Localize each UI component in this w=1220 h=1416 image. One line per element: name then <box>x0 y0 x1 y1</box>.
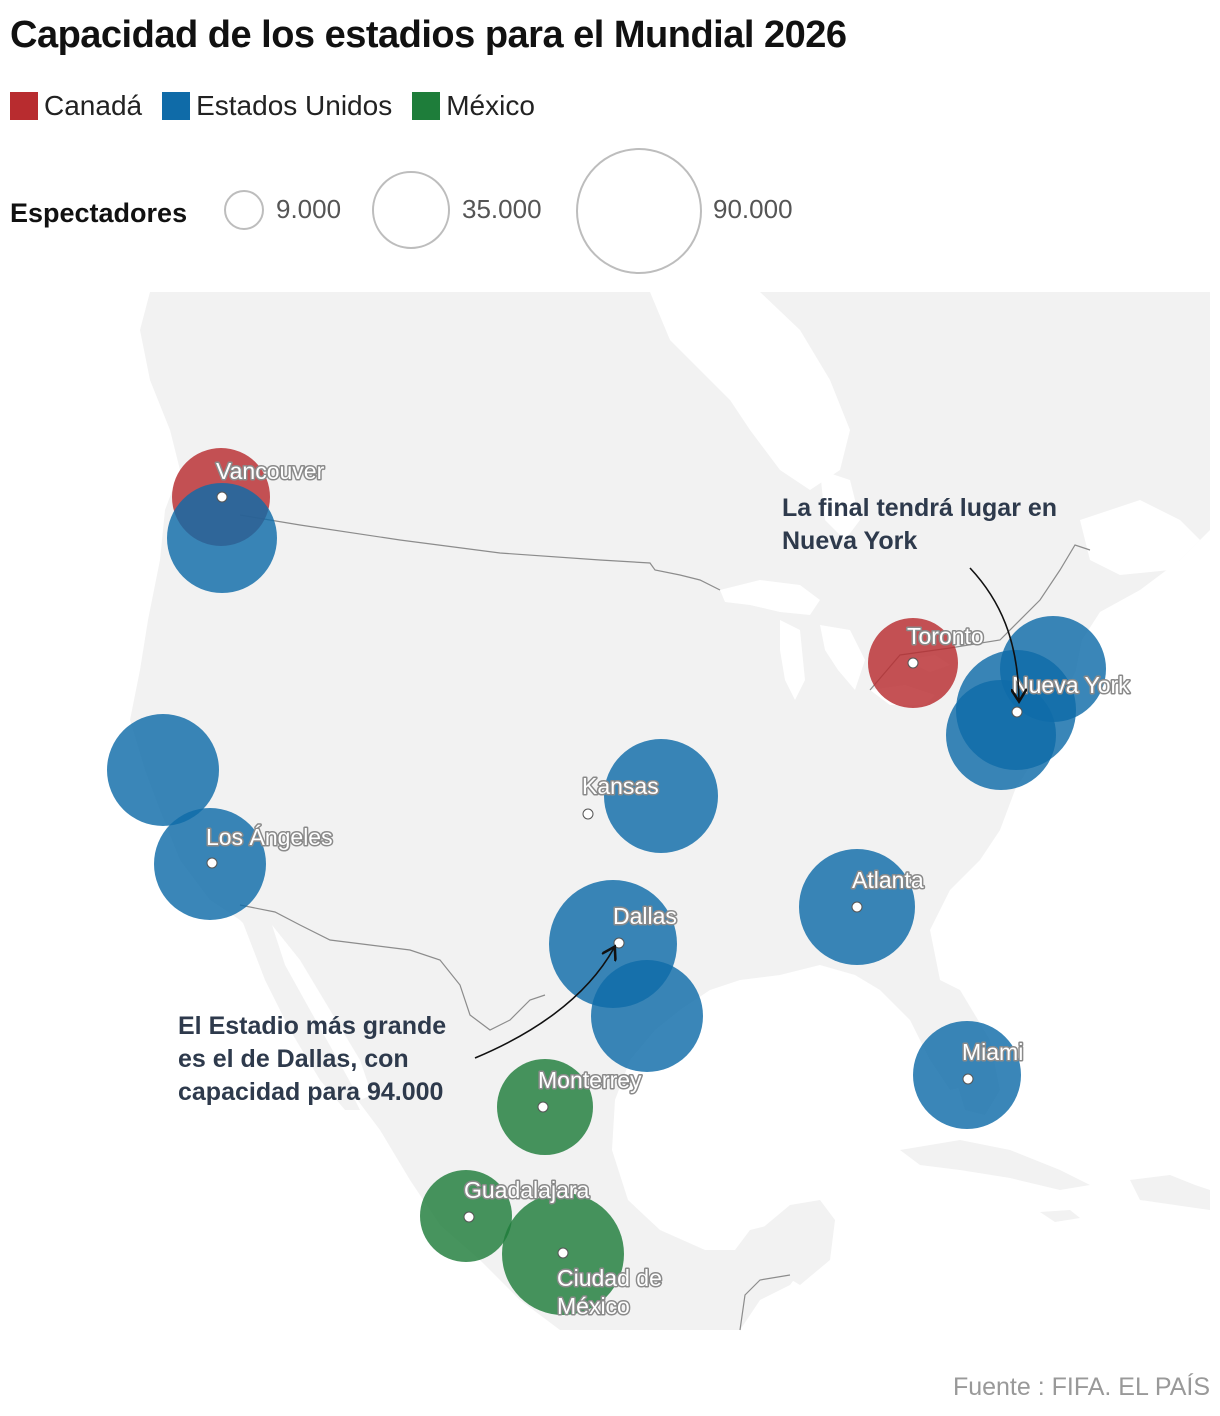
james-bay <box>820 470 860 540</box>
size-legend-label-medium: 35.000 <box>462 194 542 224</box>
gulf-of-california <box>272 925 372 1100</box>
bubble-kansas <box>604 739 718 853</box>
canada-usa-border <box>239 514 721 591</box>
dot-los-angeles <box>206 857 218 869</box>
legend-label-canada: Canadá <box>44 90 143 121</box>
great-lakes <box>720 580 950 705</box>
size-legend-title: Espectadores <box>10 198 187 228</box>
legend-item-mexico: México <box>412 90 535 122</box>
arrow-dallas <box>474 948 614 1059</box>
legend-swatch-mexico <box>412 92 441 120</box>
annotation-dallas: El Estadio más grande es el de Dallas, c… <box>178 1012 447 1106</box>
dot-miami <box>962 1073 974 1085</box>
dot-nueva-york <box>1011 706 1023 718</box>
legend-swatch-usa <box>162 92 191 120</box>
dot-monterrey <box>537 1101 549 1113</box>
bubble-seattle <box>167 483 277 593</box>
label-dallas: Dallas <box>613 903 677 929</box>
bubble-san-francisco <box>107 714 219 826</box>
color-legend: Canadá Estados Unidos México <box>10 88 555 124</box>
annotation-final: La final tendrá lugar en Nueva York <box>782 494 1058 555</box>
city-labels: Vancouver Toronto Nueva York Kansas Los … <box>205 457 1132 1321</box>
size-legend-circle-large <box>576 148 702 274</box>
bubble-houston <box>591 960 703 1072</box>
label-guadalajara: Guadalajara <box>464 1177 590 1203</box>
size-legend-label-small: 9.000 <box>276 194 341 224</box>
label-atlanta: Atlanta <box>852 867 924 893</box>
mexico-guatemala-border <box>739 1274 791 1331</box>
legend-swatch-canada <box>10 92 38 120</box>
dot-ciudad-de-mexico <box>557 1247 569 1259</box>
dot-kansas <box>582 808 594 820</box>
dot-vancouver <box>216 491 228 503</box>
arrow-final <box>969 567 1019 700</box>
legend-label-usa: Estados Unidos <box>196 90 393 121</box>
legend-label-mexico: México <box>446 90 535 121</box>
label-toronto: Toronto <box>907 623 984 649</box>
label-ciudad-de-mexico-line1: Ciudad de <box>557 1265 662 1291</box>
legend-item-usa: Estados Unidos <box>162 90 392 122</box>
dot-toronto <box>907 657 919 669</box>
size-legend: Espectadores 9.000 35.000 90.000 <box>10 148 793 274</box>
label-ciudad-de-mexico: Ciudad de México <box>557 1265 668 1319</box>
gulf-st-lawrence <box>1080 500 1200 575</box>
dot-dallas <box>613 937 625 949</box>
legend-item-canada: Canadá <box>10 90 142 122</box>
label-monterrey: Monterrey <box>538 1067 642 1093</box>
label-ciudad-de-mexico-line2: México <box>557 1293 630 1319</box>
cuba-land <box>900 1140 1090 1190</box>
chart-title: Capacidad de los estadios para el Mundia… <box>10 14 847 56</box>
source-note: Fuente : FIFA. EL PAÍS <box>952 1373 1210 1401</box>
usa-mexico-border <box>239 904 546 1031</box>
bubble-philadelphia <box>946 680 1056 790</box>
dot-atlanta <box>851 901 863 913</box>
label-nueva-york: Nueva York <box>1012 672 1130 698</box>
label-miami: Miami <box>962 1039 1023 1065</box>
label-los-angeles: Los Ángeles <box>206 824 333 850</box>
dot-guadalajara <box>463 1211 475 1223</box>
jamaica-land <box>1040 1210 1080 1222</box>
hudson-bay <box>650 292 850 490</box>
label-vancouver: Vancouver <box>216 458 325 484</box>
city-dots <box>206 491 1023 1259</box>
map: Vancouver Toronto Nueva York Kansas Los … <box>107 292 1210 1331</box>
baja-california-land <box>240 915 360 1110</box>
size-legend-circle-medium <box>372 171 450 249</box>
label-kansas: Kansas <box>582 773 659 799</box>
size-legend-label-large: 90.000 <box>713 194 793 224</box>
hispaniola-land <box>1130 1175 1210 1210</box>
size-legend-circle-small <box>224 190 264 230</box>
yucatan-land <box>760 1200 835 1285</box>
